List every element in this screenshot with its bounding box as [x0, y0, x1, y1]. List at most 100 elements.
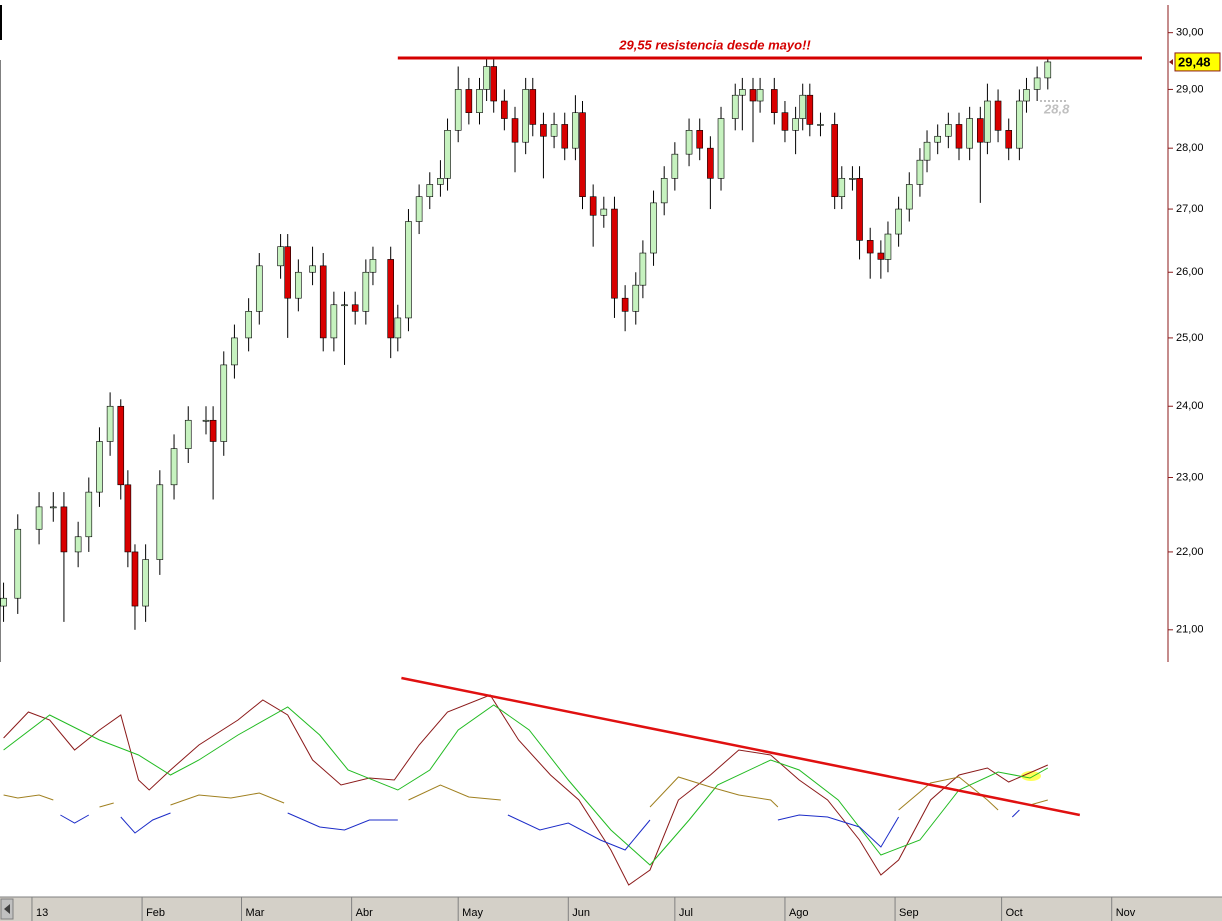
candle-body [550, 124, 558, 137]
candle-body [465, 89, 473, 113]
candle-body [866, 240, 874, 254]
y-tick-label: 25,00 [1176, 332, 1204, 344]
candle-body [96, 441, 103, 493]
candle-body [1005, 130, 1013, 149]
price-tag-pointer [1169, 58, 1173, 65]
candle-body [394, 317, 402, 339]
left-marker [0, 5, 2, 40]
candle-body [277, 246, 284, 267]
candle-body [589, 196, 597, 216]
x-axis-strip [0, 897, 1222, 921]
candle-body [621, 297, 629, 312]
candle-body [923, 141, 931, 161]
candle-body [106, 405, 114, 442]
y-tick-label: 27,00 [1176, 203, 1204, 215]
candle-body [415, 196, 423, 222]
x-tick-label: Ago [789, 907, 809, 919]
candle-body [295, 271, 302, 299]
candle-body [831, 124, 838, 198]
candle-body [696, 130, 704, 149]
y-tick-label: 28,00 [1176, 142, 1204, 154]
oscillator-line [3, 704, 1049, 866]
candle-body [966, 118, 973, 149]
candle-body [426, 184, 434, 198]
candle-body [600, 208, 608, 216]
candle-body [1016, 100, 1023, 149]
oscillator-line [3, 776, 1048, 811]
candle-body [124, 484, 132, 553]
candle-body [806, 94, 814, 125]
oscillator-line [60, 809, 1020, 851]
candle-body [351, 304, 359, 312]
price-tag [1174, 52, 1221, 72]
annotation: 29,55 resistencia desde mayo!! [618, 37, 811, 52]
x-tick-label: Jul [679, 907, 693, 919]
candle-body [977, 118, 984, 143]
candle-body [561, 124, 569, 149]
x-tick-label: Jun [572, 907, 590, 919]
candle-body [60, 506, 68, 553]
candle-body [444, 130, 451, 179]
candle-body [220, 364, 228, 442]
candle-body [540, 124, 547, 137]
candle-body [650, 202, 657, 254]
level-label: 28,8 [1043, 101, 1070, 116]
candle-body [522, 89, 529, 143]
candle-body [799, 94, 807, 119]
candle-body [330, 304, 338, 339]
candle-body [731, 94, 739, 119]
candle-body [660, 178, 668, 204]
y-tick-label: 22,00 [1176, 546, 1204, 558]
candle-body [934, 135, 941, 143]
candle-body [1044, 61, 1052, 79]
x-tick-label: 13 [36, 907, 48, 919]
x-tick-label: May [462, 907, 483, 919]
candle-body [707, 147, 714, 179]
x-tick-label: Oct [1006, 907, 1023, 919]
candle-body [437, 178, 444, 185]
candle-body [85, 491, 93, 538]
candle-body [49, 506, 57, 509]
candle-body [639, 252, 647, 286]
candle-body [501, 100, 508, 119]
candle-body [770, 89, 778, 113]
candle-body [817, 124, 824, 126]
candle-body [877, 252, 885, 260]
y-tick-label: 24,00 [1176, 400, 1204, 412]
candle-body [984, 100, 991, 143]
oscillator-line [3, 694, 1048, 886]
x-tick-label: Abr [356, 907, 373, 919]
price-tag-label: 29,48 [1178, 54, 1211, 69]
candle-body [255, 265, 263, 312]
candle-body [142, 559, 149, 607]
candle-body [632, 284, 640, 312]
candle-body [117, 405, 125, 486]
candle-body [184, 419, 192, 449]
candle-body [245, 311, 252, 339]
candle-body [483, 66, 490, 90]
candle-body [739, 89, 746, 96]
candle-body [611, 208, 618, 299]
candle-body [454, 89, 462, 131]
x-tick-label: Sep [899, 907, 919, 919]
candle-body [35, 506, 43, 530]
candle-body [156, 484, 164, 560]
candle-body [849, 178, 856, 180]
x-tick-label: Nov [1116, 907, 1136, 919]
oscillator-panel [3, 676, 1081, 886]
candle-body [838, 178, 846, 198]
candle-body [895, 208, 902, 235]
candle-body [369, 259, 377, 273]
candle-body [781, 112, 789, 131]
x-tick-label: Feb [146, 907, 165, 919]
candle-body [362, 271, 370, 312]
candle-body [945, 124, 952, 137]
candle-body [1033, 77, 1041, 90]
y-tick-label: 30,00 [1176, 27, 1204, 39]
candle-body [74, 536, 82, 553]
candle-body [309, 265, 316, 273]
candle-body [955, 124, 963, 149]
candle-body [284, 246, 291, 299]
candle-body [884, 233, 892, 260]
